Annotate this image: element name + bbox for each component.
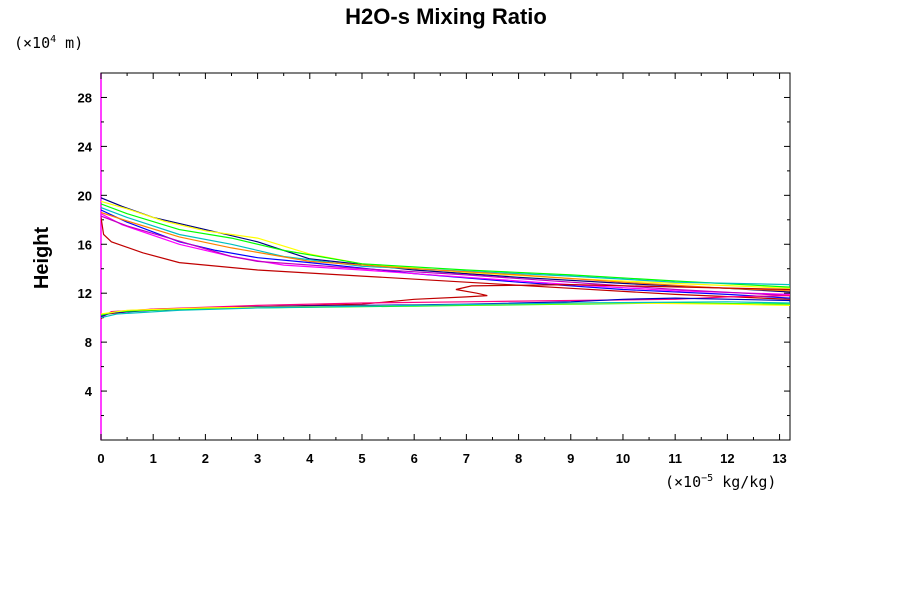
series-layer [101, 197, 790, 320]
x-axis-unit: (×10−5 kg/kg) [665, 473, 776, 491]
x-tick-label: 4 [306, 451, 314, 466]
x-tick-label: 8 [515, 451, 522, 466]
y-tick-label: 4 [85, 384, 93, 399]
y-tick-label: 16 [78, 237, 92, 252]
y-tick-label: 12 [78, 286, 92, 301]
x-tick-label: 2 [202, 451, 209, 466]
x-tick-label: 3 [254, 451, 261, 466]
plot-area [100, 72, 791, 441]
chart-title: H2O-s Mixing Ratio [345, 4, 547, 29]
series-line-6 [101, 213, 790, 295]
y-axis-label: Height [31, 227, 53, 290]
y-axis-ticks: 4 8 12 16 20 24 28 [78, 72, 790, 417]
x-tick-label: 13 [772, 451, 786, 466]
x-tick-label: 9 [567, 451, 574, 466]
series-line-5 [101, 209, 790, 299]
x-tick-label: 10 [616, 451, 630, 466]
series-line-1 [101, 197, 790, 293]
series-line-3 [101, 203, 790, 288]
x-tick-label: 11 [668, 451, 682, 466]
y-tick-label: 20 [78, 188, 92, 203]
series-line-9 [101, 217, 790, 300]
x-tick-label: 7 [463, 451, 470, 466]
y-tick-label: 28 [78, 90, 92, 105]
series-line-2 [101, 200, 790, 289]
series-line-8 [101, 211, 790, 292]
y-tick-label: 24 [78, 139, 93, 154]
x-tick-label: 5 [358, 451, 365, 466]
x-tick-label: 12 [720, 451, 734, 466]
series-line-4 [101, 207, 790, 286]
series-line-15 [101, 301, 790, 319]
x-axis-ticks: 0 1 2 3 4 5 6 7 8 9 10 11 12 13 [97, 73, 787, 466]
y-axis-unit: (×104 m) [14, 34, 83, 52]
x-tick-label: 0 [97, 451, 104, 466]
y-tick-label: 8 [85, 335, 92, 350]
x-tick-label: 1 [150, 451, 157, 466]
x-tick-label: 6 [411, 451, 418, 466]
